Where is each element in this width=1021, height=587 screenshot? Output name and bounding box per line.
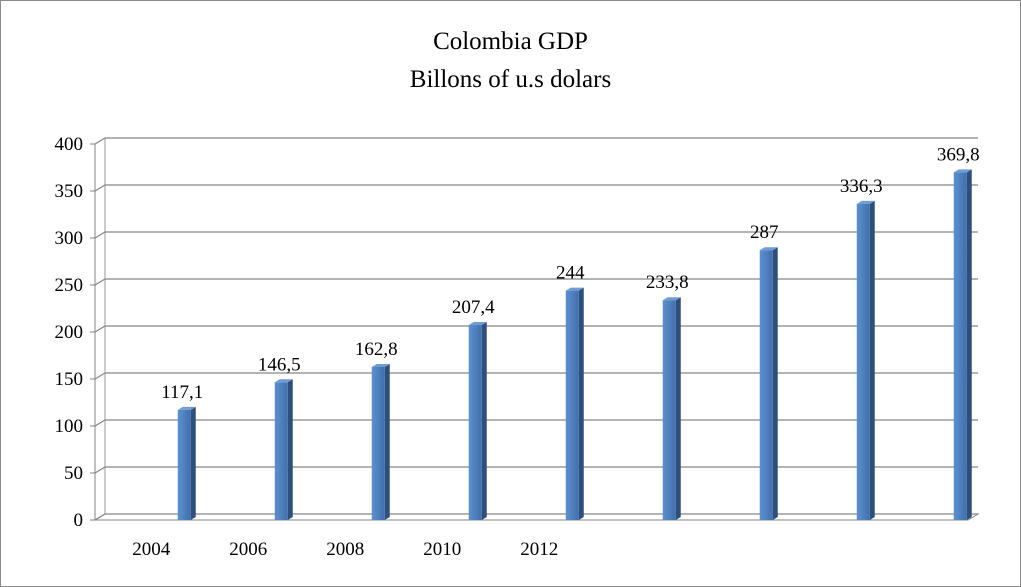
floor [93,513,980,521]
data-label: 244 [556,263,585,284]
bar-side [578,287,584,520]
x-tick-label: 2004 [132,539,171,560]
bar-side [287,379,293,520]
y-tick-label: 0 [74,510,84,531]
data-label: 369,8 [937,144,980,165]
bar-top [759,247,778,251]
y-tick-label: 300 [55,228,84,249]
data-labels: 117,1 146,5 162,8 207,4 244 233,8 287 336,3 369,… [161,144,979,403]
bar [662,300,676,520]
gridline-side [94,372,106,380]
bars [177,169,972,521]
data-label: 233,8 [646,272,689,293]
bar-top [953,169,972,173]
bar-side [384,363,390,520]
bar [371,366,385,520]
bar [953,172,967,520]
bar-side [190,406,196,520]
bar [468,325,482,520]
gridline-side [94,325,106,333]
bar-side [675,297,681,520]
y-tick-label: 250 [55,275,84,296]
gridline-side [94,231,106,239]
bar-top [274,379,293,383]
y-tick-label: 200 [55,322,84,343]
bar-top [565,287,584,291]
data-label: 117,1 [161,382,203,403]
bar-side [966,169,972,520]
bar [856,203,870,521]
y-tick-label: 400 [55,134,84,155]
gridline-side [94,466,106,474]
bar-side [481,322,487,520]
gridline-side [94,278,106,286]
y-tick-label: 350 [55,181,84,202]
x-tick-label: 2006 [229,539,267,560]
gridline-side [94,137,106,145]
bar [565,290,579,520]
data-label: 207,4 [452,297,495,318]
data-label: 162,8 [355,339,398,360]
bar-top [371,363,390,367]
bar [759,250,773,520]
y-axis-tick-labels: 0 50 100 150 200 250 300 350 400 [55,134,84,531]
x-tick-label: 2010 [423,539,461,560]
chart-title: Colombia GDP [433,28,588,55]
data-label: 146,5 [258,354,301,375]
gridlines [90,137,980,521]
bar-side [869,200,875,521]
x-axis-tick-labels: 2004 2006 2008 2010 2012 [132,539,558,560]
x-tick-label: 2012 [520,539,558,560]
chart-subtitle: Billons of u.s dolars [409,66,612,93]
y-tick-label: 100 [55,416,84,437]
bar-top [856,200,875,204]
gridline-side [94,184,106,192]
x-tick-label: 2008 [326,539,364,560]
bar [274,382,288,520]
bar [177,409,191,520]
bar-top [662,297,681,301]
bar-side [772,247,778,520]
bar-top [177,406,196,410]
bar-top [468,322,487,326]
data-label: 287 [750,222,779,243]
y-tick-label: 150 [55,369,84,390]
y-tick-label: 50 [64,463,83,484]
data-label: 336,3 [840,176,883,197]
gridline-side [94,419,106,427]
